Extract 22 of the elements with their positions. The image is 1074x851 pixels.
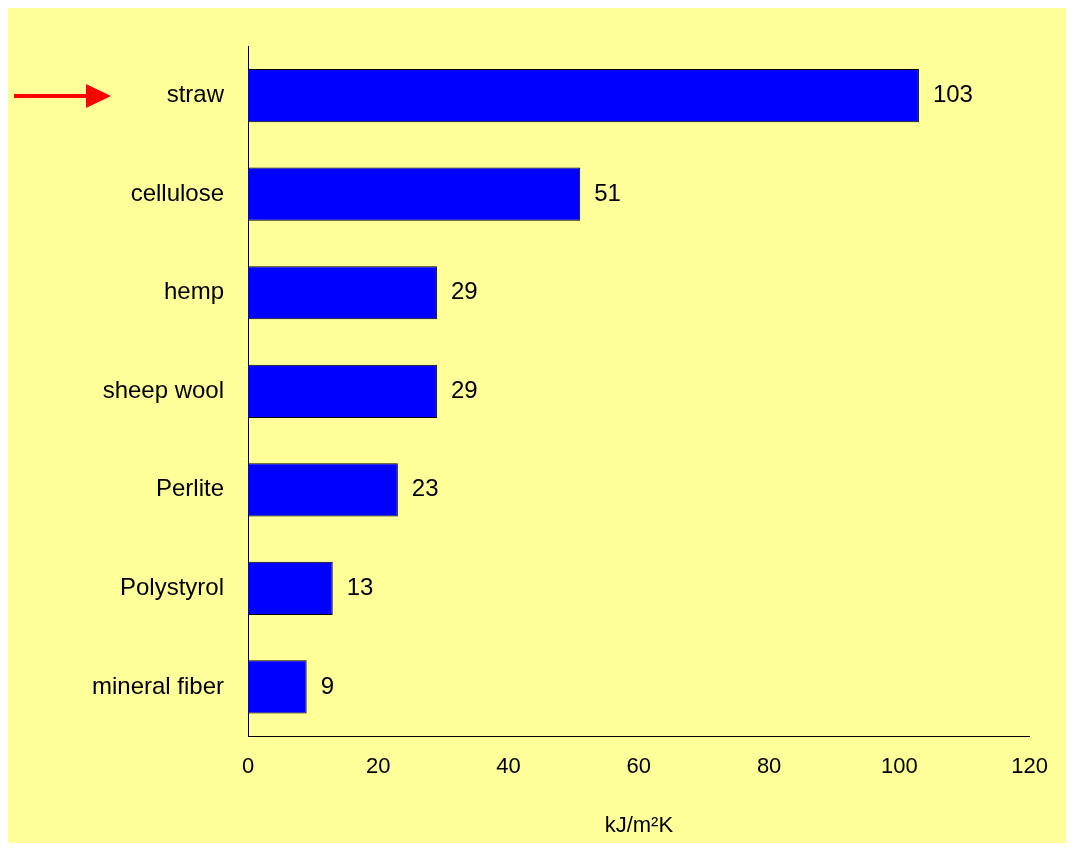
x-tick-label: 40	[496, 753, 521, 779]
y-tick-label: sheep wool	[102, 375, 225, 403]
data-label: 13	[346, 573, 374, 601]
y-tick-label: mineral fiber	[92, 671, 225, 699]
data-label: 51	[594, 178, 621, 206]
y-tick-label: Polystyrol	[120, 573, 225, 601]
x-axis-title: kJ/m²K	[604, 811, 674, 837]
x-tick-label: 80	[756, 753, 782, 779]
data-label: 29	[450, 277, 478, 305]
y-tick-label: straw	[166, 80, 225, 108]
y-tick-label: hemp	[164, 277, 225, 305]
x-tick-label: 120	[1011, 753, 1049, 779]
y-tick-label: cellulose	[130, 178, 225, 206]
y-tick-label: Perlite	[156, 474, 225, 502]
x-tick-label: 60	[626, 753, 652, 779]
x-tick-label: 0	[241, 753, 255, 779]
data-label: 9	[320, 671, 335, 699]
x-tick-label: 20	[366, 753, 391, 779]
data-label: 29	[450, 375, 478, 403]
x-tick-label: 100	[881, 753, 918, 779]
data-label: 23	[411, 474, 439, 502]
data-label: 103	[932, 80, 973, 108]
